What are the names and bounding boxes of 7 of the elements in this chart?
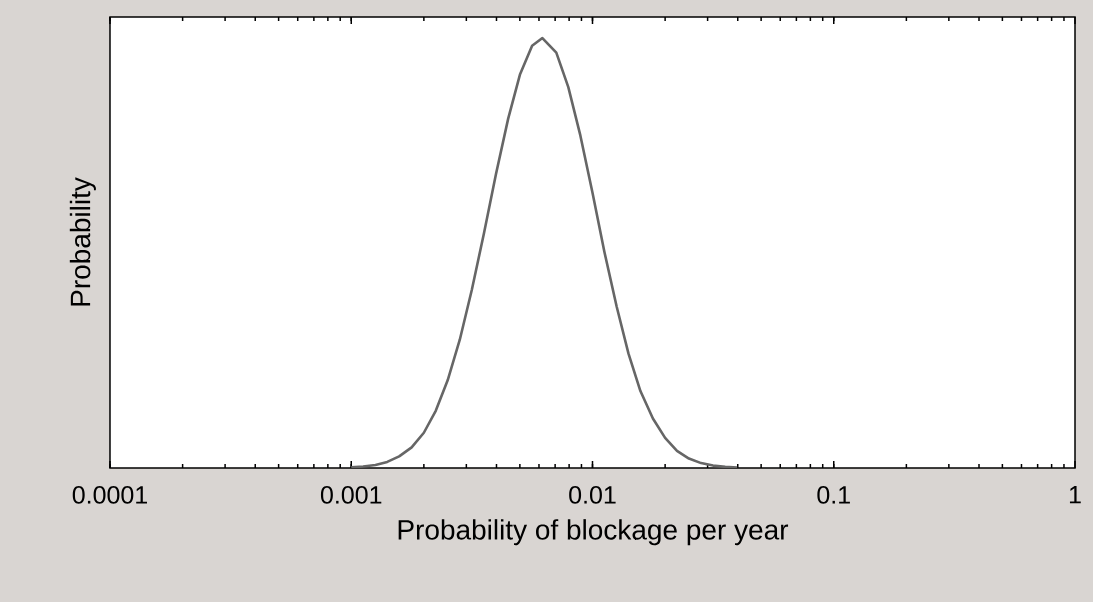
x-tick-label: 0.1 <box>817 486 850 504</box>
x-axis-title: Probability of blockage per year <box>398 519 789 546</box>
x-tick-label: 0.0001 <box>72 486 147 504</box>
x-tick-label: 0.01 <box>569 486 616 504</box>
y-axis-title: Probability <box>69 177 96 306</box>
x-tick-label: 0.001 <box>320 486 382 504</box>
x-tick-label: 1 <box>1069 486 1081 504</box>
